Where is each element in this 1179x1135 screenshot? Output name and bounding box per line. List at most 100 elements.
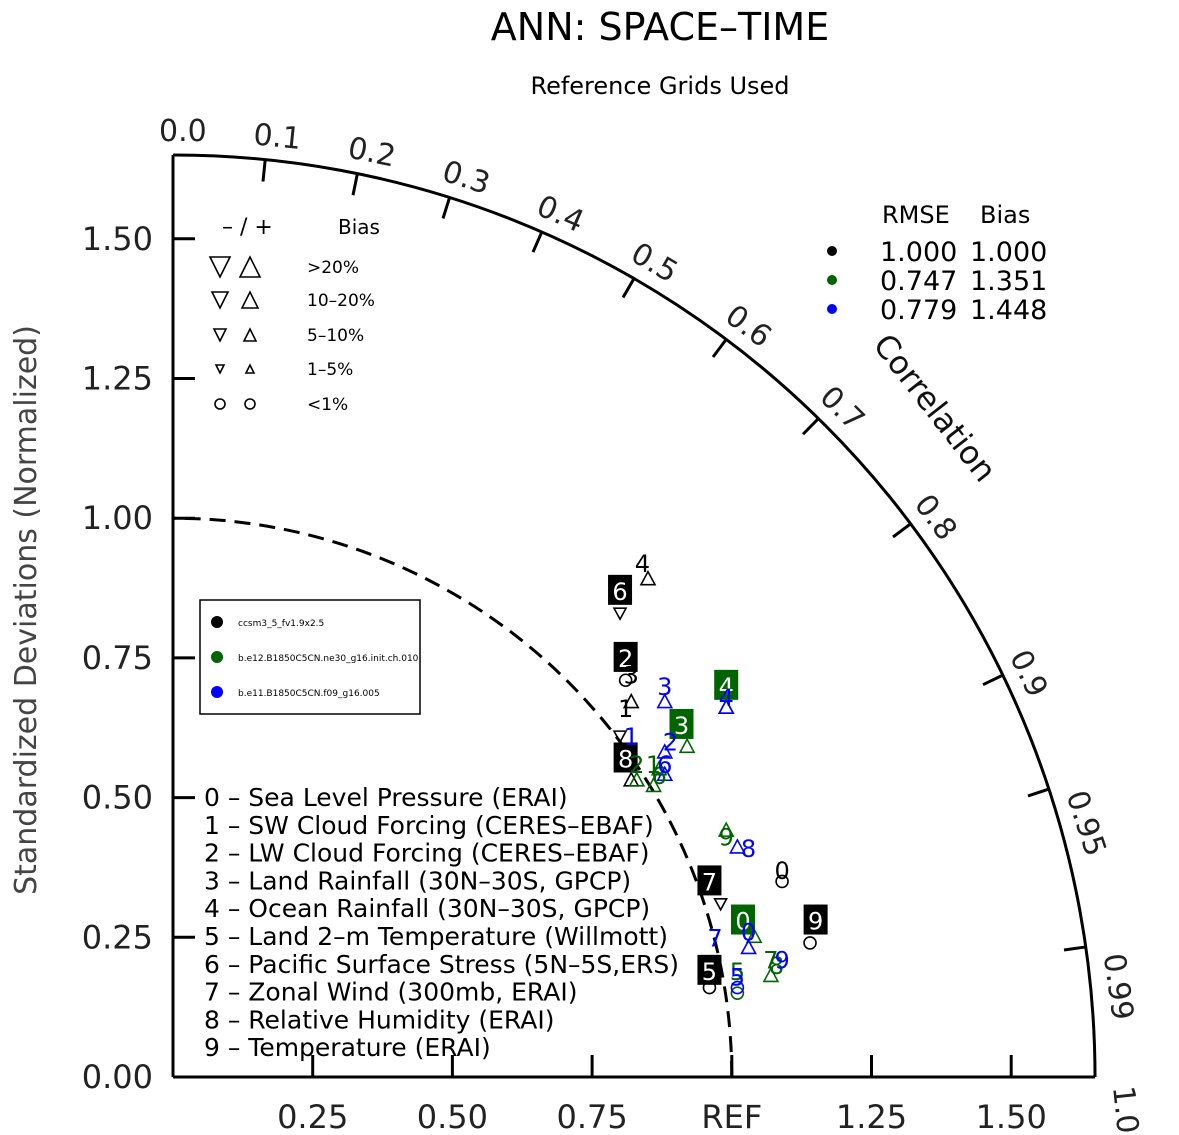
marker-triangle-up [745,927,763,944]
point-label: 6 [657,751,672,779]
marker-triangle-down [713,897,728,912]
bias-legend-down-icon [210,291,230,310]
point-label: 4 [719,673,734,701]
summary-rmse: 1.000 [880,237,957,268]
case-legend-label: b.e12.B1850C5CN.ne30_g16.init.ch.010 [238,654,419,664]
summary-dot [827,275,837,285]
point-label: 1 [624,723,639,751]
y-tick-label: 1.25 [82,360,153,398]
case-legend-dot [211,616,223,628]
summary-bias: 1.448 [970,295,1047,326]
x-tick-label: 1.50 [976,1098,1047,1135]
bias-legend-header: Bias [338,215,380,239]
summary-header-bias: Bias [980,201,1030,229]
marker-triangle-up [729,838,746,854]
bias-legend-down-icon [208,256,232,279]
point-box [608,574,633,605]
case-legend-label: ccsm3_5_fv1.9x2.5 [238,619,324,629]
bias-legend: – / + Bias >20% 10–20% 5–10% 1–5% <1% [208,215,380,415]
point-label: 5 [730,963,745,991]
marker-triangle-up [740,938,757,955]
point-label: 2 [629,751,644,779]
bias-legend-circle-icon [244,398,256,410]
point-box [697,865,722,896]
correlation-tick-label: 0.8 [907,488,964,547]
outer-arc [172,153,1097,1078]
marker-triangle-up [678,737,696,754]
bias-legend-label: 10–20% [307,291,375,311]
correlation-tick [621,277,636,299]
bias-legend-label: 5–10% [307,326,364,346]
summary-bias: 1.351 [970,266,1047,297]
correlation-tick-label: 0.1 [252,117,303,157]
marker-circle [775,874,789,889]
variable-list-item: 6 – Pacific Surface Stress (5N–5S,ERS) [204,950,679,979]
point-box [730,904,755,935]
markers-group [612,569,817,1000]
summary-bias: 1.000 [970,237,1047,268]
correlation-tick [351,173,359,196]
correlation-label: Correlation [866,327,1005,489]
point-box [803,904,828,935]
bias-legend-down-icon [214,364,226,375]
marker-triangle-up [628,771,646,787]
point-label: 2 [663,729,678,757]
correlation-tick-label: 0.99 [1096,951,1140,1022]
correlation-tick-label: 0.9 [1002,645,1054,703]
correlation-tick-label: 0.5 [625,236,684,290]
point-label: 6 [652,762,667,790]
correlation-tick [1027,787,1050,798]
y-tick-label: 0.00 [82,1058,153,1096]
correlation-tick [261,159,267,182]
bias-legend-label: <1% [307,395,348,415]
case-legend-box [199,599,421,715]
summary-header-rmse: RMSE [882,201,950,229]
point-box [669,708,694,739]
marker-triangle-up [762,966,780,983]
correlation-tick-label: 0.3 [438,154,494,202]
marker-triangle-up [622,692,640,709]
case-legend: ccsm3_5_fv1.9x2.5 b.e12.B1850C5CN.ne30_g1… [199,599,421,715]
marker-triangle-down [612,730,628,744]
y-tick-label: 1.50 [82,220,153,258]
correlation-tick-label: 0.0 [159,114,207,149]
x-tick-label: 1.25 [836,1098,907,1135]
x-tick-label: 0.50 [417,1098,488,1135]
point-label: 5 [702,958,717,986]
point-label: 7 [707,924,722,952]
marker-triangle-up [656,692,674,709]
summary-rmse: 0.779 [880,295,957,326]
summary-dot [827,304,837,314]
marker-triangle-down [612,607,628,621]
y-tick-label: 0.75 [82,639,153,677]
point-label: 1 [618,695,633,723]
marker-circle [730,980,745,995]
correlation-tick [982,673,1004,687]
marker-triangle-up [639,569,657,586]
variable-list-item: 5 – Land 2–m Temperature (Willmott) [204,922,668,951]
marker-triangle-up [650,759,668,776]
point-label: 5 [730,958,745,986]
x-tick-label: REF [701,1098,762,1135]
point-label: 8 [769,952,784,980]
point-label: 8 [618,745,633,773]
point-label: 0 [735,908,750,936]
case-legend-dot [211,651,223,663]
bias-legend-up-icon [244,363,256,374]
point-label: 9 [719,824,734,852]
y-axis-label: Standardized Deviations (Normalized) [9,325,44,895]
point-label: 4 [635,550,650,578]
correlation-tick [892,522,912,539]
bias-legend-down-icon [212,328,228,343]
point-box [613,742,638,773]
point-label: 6 [612,578,627,606]
point-label: 1 [646,751,661,779]
case-legend-dot [211,686,223,698]
marker-circle [618,673,633,688]
point-label: 7 [763,947,778,975]
marker-circle [730,986,745,1000]
reference-arc [172,516,734,1078]
marker-triangle-up [656,743,674,759]
variable-list-item: 9 – Temperature (ERAI) [204,1033,491,1062]
